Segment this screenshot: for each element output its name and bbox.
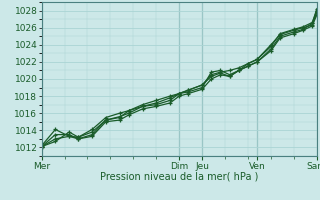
X-axis label: Pression niveau de la mer( hPa ): Pression niveau de la mer( hPa ) [100,172,258,182]
